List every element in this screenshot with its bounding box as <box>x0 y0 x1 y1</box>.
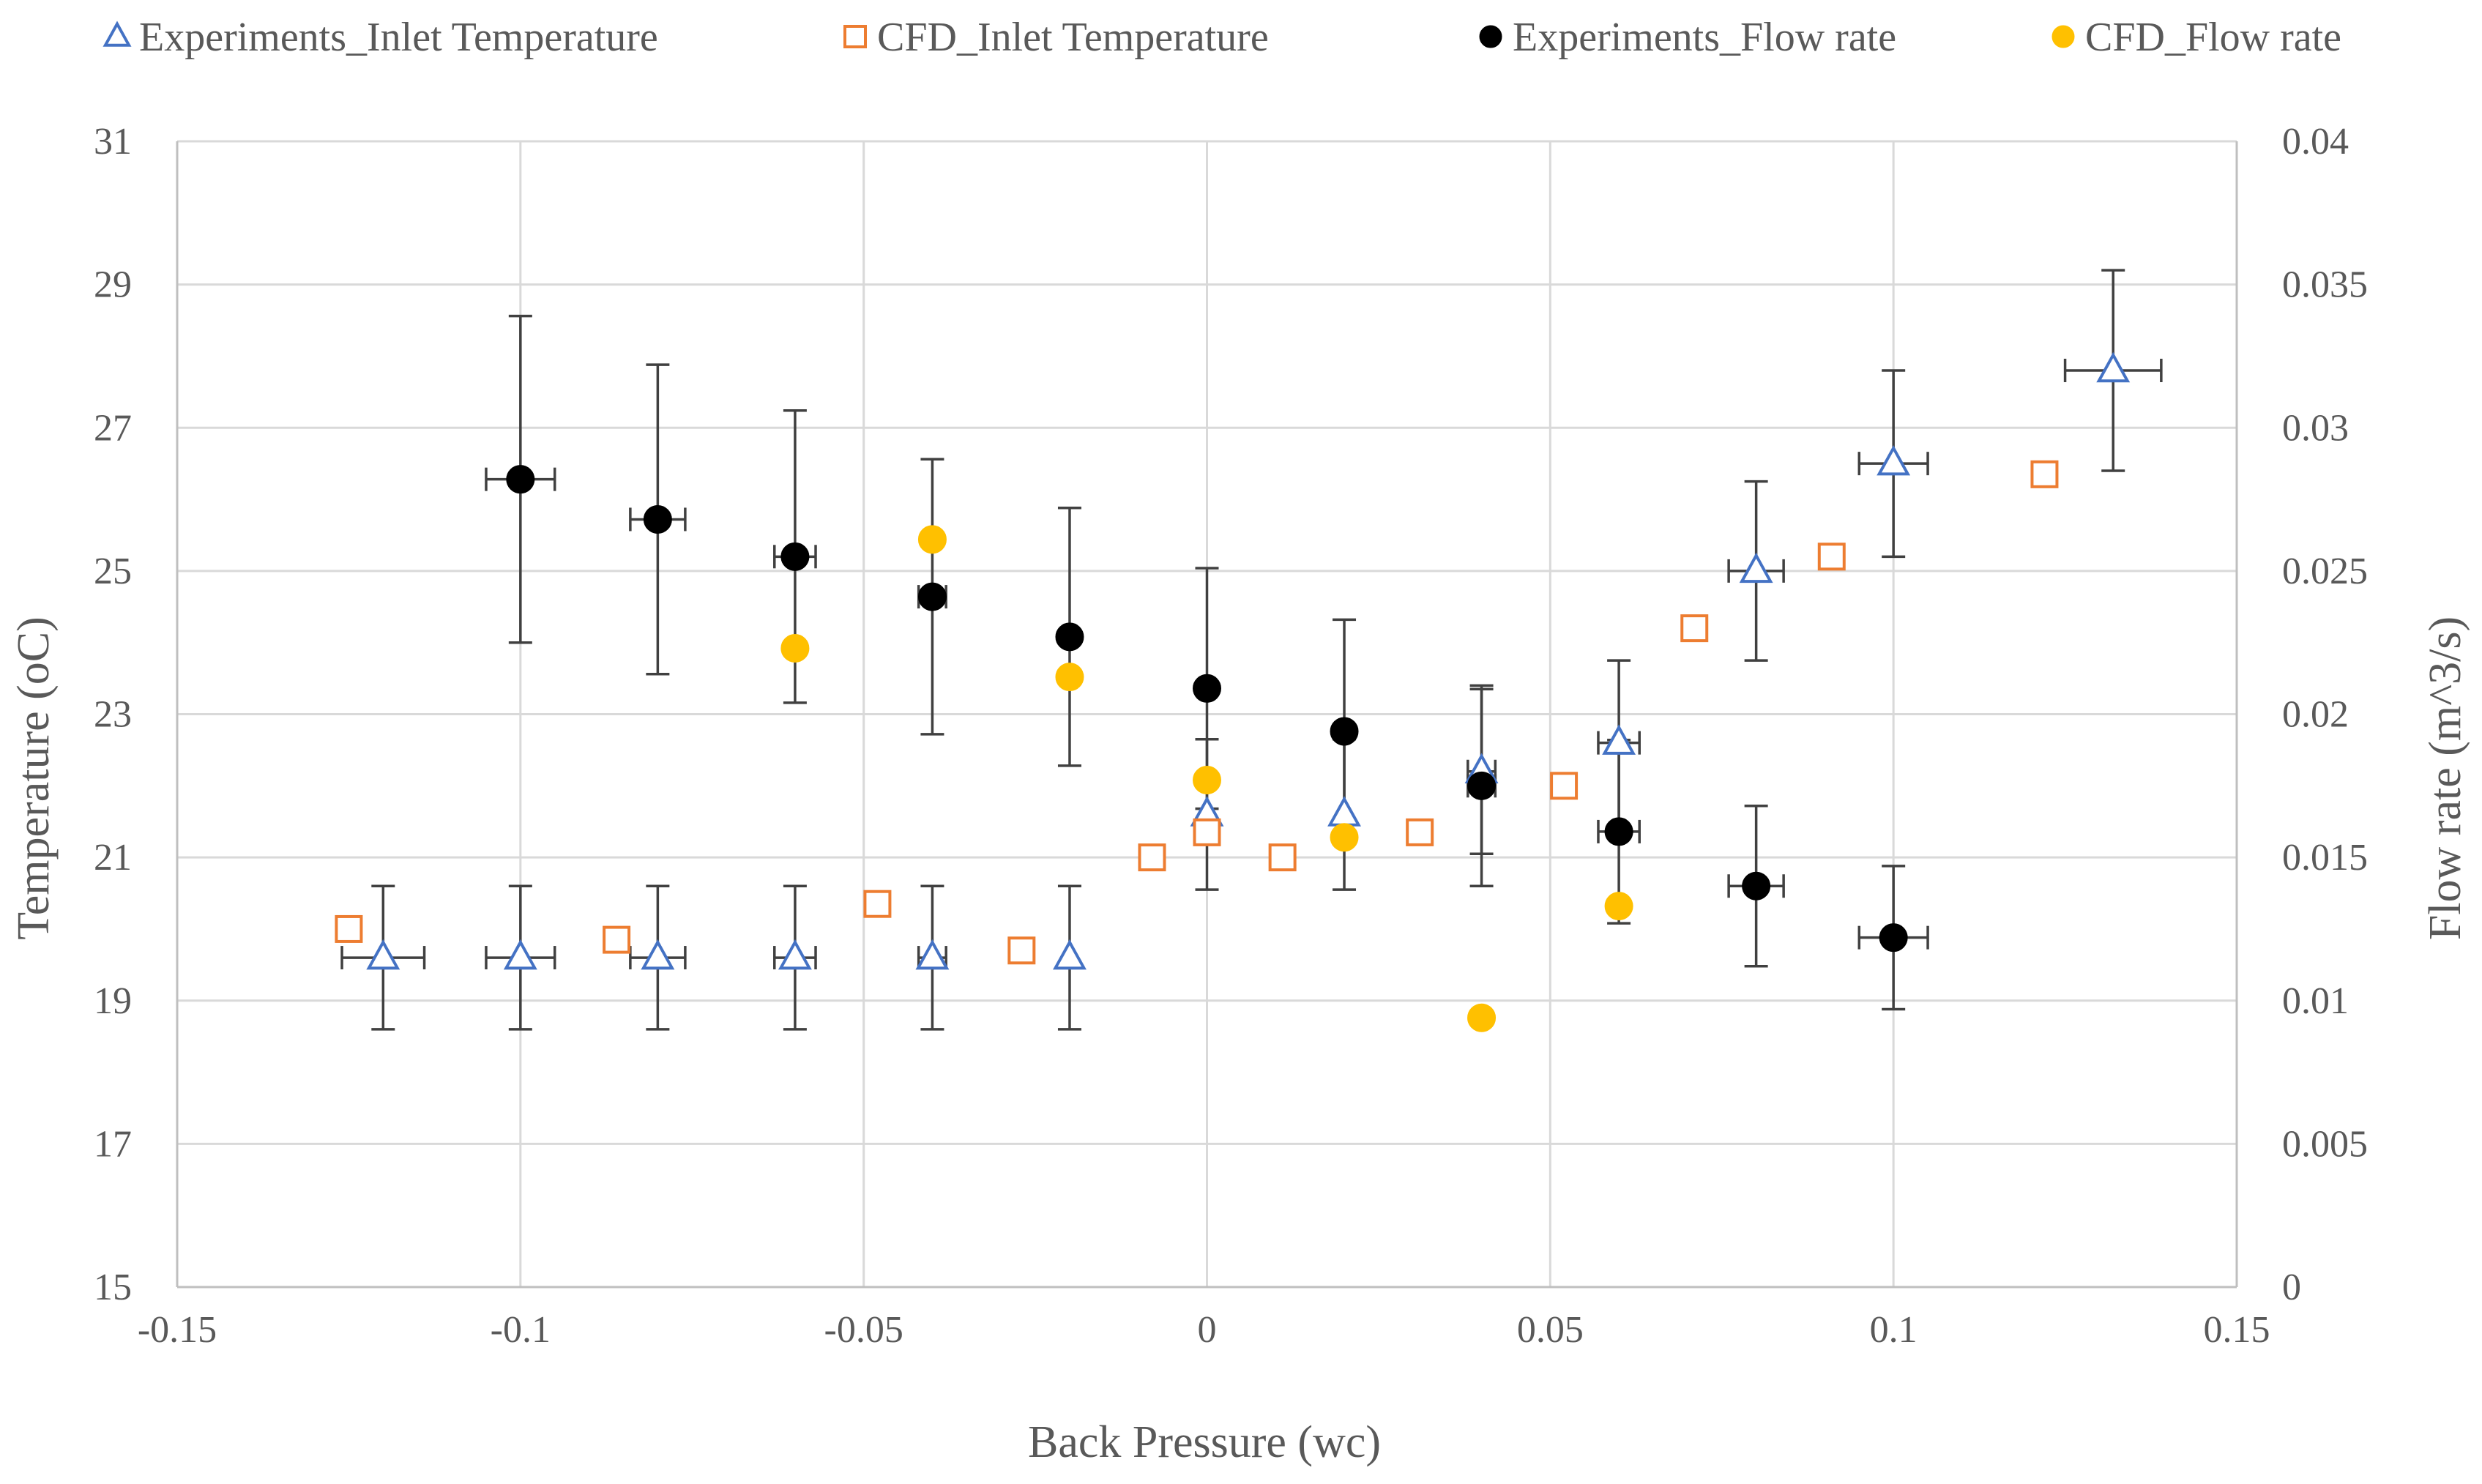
square-marker <box>603 925 631 954</box>
y2-tick-label: 0.025 <box>2282 551 2368 592</box>
triangle-marker <box>103 20 132 47</box>
y-tick-labels: 15 17 19 21 23 25 27 29 31 <box>94 121 132 1308</box>
y2-tick-label: 0 <box>2282 1267 2301 1308</box>
legend-label: Experiments_Flow rate <box>1513 15 1896 60</box>
triangle-marker <box>366 939 400 970</box>
x-tick-label: 0 <box>1198 1309 1217 1351</box>
square-marker <box>863 890 892 918</box>
square-marker <box>1007 936 1036 965</box>
square-marker <box>1550 772 1579 800</box>
triangle-marker <box>915 939 950 970</box>
triangle-marker <box>503 939 537 970</box>
circle-marker <box>1467 771 1497 800</box>
y-tick-label: 31 <box>94 121 132 163</box>
y-tick-label: 17 <box>94 1123 132 1165</box>
y2-tick-label: 0.03 <box>2282 407 2349 449</box>
legend-item: CFD_Flow rate <box>2051 15 2341 60</box>
legend-item: CFD_Inlet Temperature <box>843 15 1269 60</box>
circle-marker <box>1055 663 1084 692</box>
series-1 <box>335 460 2059 965</box>
y-tick-label: 19 <box>94 980 132 1022</box>
error-bar <box>340 884 426 1031</box>
y-tick-label: 15 <box>94 1267 132 1308</box>
axes <box>176 141 2238 1289</box>
triangle-marker <box>641 939 675 970</box>
circle-marker <box>1330 823 1359 852</box>
x-tick-labels: -0.15 -0.1 -0.05 0 0.05 0.1 0.15 <box>138 1309 2270 1351</box>
circle-marker <box>780 634 810 663</box>
circle-marker <box>506 465 535 494</box>
y-tick-label: 23 <box>94 694 132 736</box>
square-marker <box>1817 542 1846 571</box>
square-marker <box>1406 818 1434 846</box>
y-tick-label: 29 <box>94 264 132 306</box>
legend-label: CFD_Flow rate <box>2085 15 2341 60</box>
legend: Experiments_Inlet Temperature CFD_Inlet T… <box>103 15 2341 60</box>
y-tick-label: 27 <box>94 407 132 449</box>
x-tick-label: 0.05 <box>1517 1309 1584 1351</box>
circle-marker <box>643 504 672 534</box>
circle-marker <box>917 525 947 554</box>
x-tick-label: 0.15 <box>2204 1309 2270 1351</box>
triangle-marker <box>2096 351 2131 383</box>
circle-marker <box>1604 817 1633 846</box>
triangle-marker <box>778 939 812 970</box>
series-2 <box>506 465 1908 952</box>
circle-marker <box>1055 622 1084 652</box>
y-tick-label: 25 <box>94 551 132 592</box>
x-tick-label: -0.15 <box>138 1309 217 1351</box>
series-3 <box>780 525 1633 1032</box>
y-axis-title: Temperature (oC) <box>9 616 59 940</box>
y-tick-label: 21 <box>94 837 132 879</box>
square-marker <box>335 914 363 943</box>
square-marker <box>1138 843 1166 872</box>
square-marker <box>2030 460 2059 488</box>
y2-tick-label: 0.04 <box>2282 121 2349 163</box>
legend-label: CFD_Inlet Temperature <box>877 15 1269 60</box>
triangle-marker <box>1602 724 1636 755</box>
triangle-marker <box>1739 552 1773 583</box>
circle-marker <box>1742 871 1771 901</box>
y2-tick-label: 0.005 <box>2282 1123 2368 1165</box>
y2-tick-label: 0.02 <box>2282 694 2349 736</box>
y2-tick-labels: 0 0.005 0.01 0.015 0.02 0.025 0.03 0.035 0.04 <box>2282 121 2368 1308</box>
y2-tick-label: 0.035 <box>2282 264 2368 306</box>
circle-marker <box>1193 674 1221 703</box>
y2-tick-label: 0.015 <box>2282 837 2368 879</box>
legend-label: Experiments_Inlet Temperature <box>139 15 658 60</box>
x-tick-label: 0.1 <box>1870 1309 1918 1351</box>
circle-marker <box>2051 25 2075 48</box>
triangle-marker <box>1877 444 1911 476</box>
x-tick-label: -0.05 <box>824 1309 903 1351</box>
circle-marker <box>1330 717 1359 746</box>
series-0 <box>366 351 2131 970</box>
legend-item: Experiments_Flow rate <box>1479 15 1896 60</box>
circle-marker <box>1467 1003 1497 1032</box>
y2-tick-label: 0.01 <box>2282 980 2349 1022</box>
x-tick-label: -0.1 <box>491 1309 551 1351</box>
circle-marker <box>917 582 947 611</box>
circle-marker <box>1879 923 1908 952</box>
x-axis-title: Back Pressure (wc) <box>1028 1417 1381 1467</box>
triangle-marker <box>1053 939 1087 970</box>
circle-marker <box>1193 765 1221 794</box>
circle-marker <box>1604 892 1633 921</box>
square-marker <box>843 25 867 48</box>
y2-axis-title: Flow rate (m^3/s) <box>2420 616 2470 940</box>
circle-marker <box>1479 25 1502 48</box>
square-marker <box>1268 843 1297 872</box>
circle-marker <box>780 542 810 571</box>
square-marker <box>1193 818 1221 846</box>
legend-item: Experiments_Inlet Temperature <box>103 15 658 60</box>
markers <box>335 351 2131 1032</box>
square-marker <box>1680 614 1709 643</box>
